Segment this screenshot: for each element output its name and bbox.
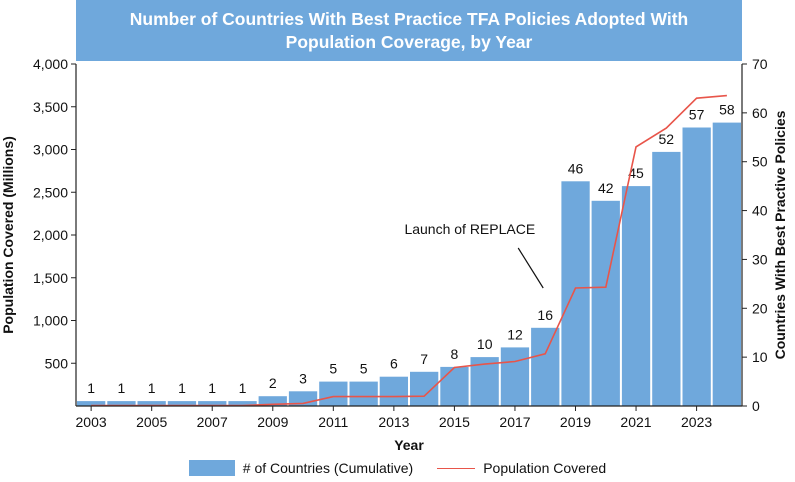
y-right-tick-label-0: 0: [752, 398, 760, 414]
bar-value-label-2011: 5: [329, 361, 337, 377]
bar-value-label-2019: 46: [568, 160, 584, 176]
bar-value-label-2010: 3: [299, 370, 307, 386]
bar-value-label-2005: 1: [148, 380, 156, 396]
legend-label-line: Population Covered: [483, 460, 607, 476]
legend: # of Countries (Cumulative) Population C…: [0, 460, 795, 476]
x-tick-label-2023: 2023: [681, 414, 712, 430]
x-tick-label-2007: 2007: [197, 414, 228, 430]
legend-label-bars: # of Countries (Cumulative): [242, 460, 414, 476]
bar-2023: [682, 127, 711, 406]
bar-value-label-2003: 1: [87, 380, 95, 396]
x-tick-label-2009: 2009: [257, 414, 288, 430]
bar-2008: [228, 401, 257, 406]
bar-2017: [500, 347, 530, 406]
bar-value-label-2013: 6: [390, 356, 398, 372]
bar-2009: [258, 396, 287, 406]
bar-value-label-2021: 45: [628, 165, 644, 181]
bar-value-label-2020: 42: [598, 180, 614, 196]
bar-value-label-2004: 1: [118, 380, 126, 396]
y-right-tick-label-20: 20: [752, 300, 768, 316]
bar-2022: [652, 151, 681, 406]
bar-value-label-2012: 5: [360, 361, 368, 377]
y-left-tick-label-1500: 1,500: [33, 270, 68, 286]
bar-2018: [531, 327, 560, 406]
bar-value-label-2018: 16: [537, 307, 553, 323]
x-tick-label-2019: 2019: [560, 414, 591, 430]
bar-value-label-2016: 10: [477, 336, 493, 352]
legend-bar-swatch: [188, 460, 235, 476]
bar-2003: [77, 401, 106, 406]
bar-value-label-2015: 8: [451, 346, 459, 362]
x-tick-label-2003: 2003: [76, 414, 107, 430]
legend-item-line: Population Covered: [437, 460, 606, 476]
legend-line-swatch: [437, 467, 476, 469]
bar-2004: [107, 401, 136, 406]
title-banner: Number of Countries With Best Practice T…: [76, 0, 742, 61]
y-right-tick-label-10: 10: [752, 349, 768, 365]
bar-2006: [167, 401, 197, 406]
bar-2005: [137, 401, 166, 406]
y-left-tick-label-2500: 2,500: [33, 184, 68, 200]
bar-value-label-2007: 1: [208, 380, 216, 396]
chart-title-line-1: Number of Countries With Best Practice T…: [129, 8, 689, 29]
bar-2024: [712, 122, 741, 406]
bar-2019: [561, 181, 590, 406]
bar-value-label-2014: 7: [420, 351, 428, 367]
x-tick-label-2013: 2013: [378, 414, 409, 430]
bar-value-label-2023: 57: [689, 107, 705, 123]
bar-2013: [379, 376, 408, 406]
bar-value-label-2009: 2: [269, 375, 277, 391]
y-right-tick-label-70: 70: [752, 56, 768, 72]
y-axis-right-title: Countries With Best Practive Policies: [772, 110, 788, 359]
x-tick-label-2011: 2011: [318, 414, 348, 430]
legend-item-bars: # of Countries (Cumulative): [188, 460, 414, 476]
bar-value-label-2024: 58: [719, 102, 735, 118]
bar-2007: [198, 401, 227, 406]
x-tick-label-2005: 2005: [136, 414, 167, 430]
y-axis-left-title: Population Covered (Millions): [0, 136, 16, 334]
y-right-tick-label-50: 50: [752, 154, 768, 170]
x-tick-label-2017: 2017: [499, 414, 530, 430]
x-tick-label-2015: 2015: [439, 414, 470, 430]
y-left-tick-label-500: 500: [45, 355, 69, 371]
bar-2012: [349, 381, 378, 406]
annotation-pointer-line: [517, 247, 544, 289]
y-left-tick-label-4000: 4,000: [33, 56, 68, 72]
y-right-tick-label-30: 30: [752, 251, 768, 267]
annotation-launch-of-replace: Launch of REPLACE: [404, 221, 535, 237]
bar-2021: [621, 186, 651, 406]
y-left-tick-label-3500: 3,500: [33, 99, 68, 115]
bar-value-label-2017: 12: [507, 326, 523, 342]
x-axis-title: Year: [394, 437, 424, 453]
bar-2015: [440, 366, 469, 406]
x-tick-label-2021: 2021: [620, 414, 651, 430]
y-right-tick-label-40: 40: [752, 203, 768, 219]
chart-title-line-2: Population Coverage, by Year: [285, 31, 533, 52]
bar-value-label-2022: 52: [659, 131, 675, 147]
bar-2014: [410, 371, 439, 406]
bar-2011: [319, 381, 348, 406]
bar-value-label-2008: 1: [239, 380, 247, 396]
y-left-tick-label-1000: 1,000: [33, 313, 68, 329]
y-left-tick-label-2000: 2,000: [33, 227, 68, 243]
y-left-tick-label-3000: 3,000: [33, 142, 68, 158]
bar-value-label-2006: 1: [178, 380, 186, 396]
y-right-tick-label-60: 60: [752, 105, 768, 121]
bar-2020: [591, 200, 620, 406]
